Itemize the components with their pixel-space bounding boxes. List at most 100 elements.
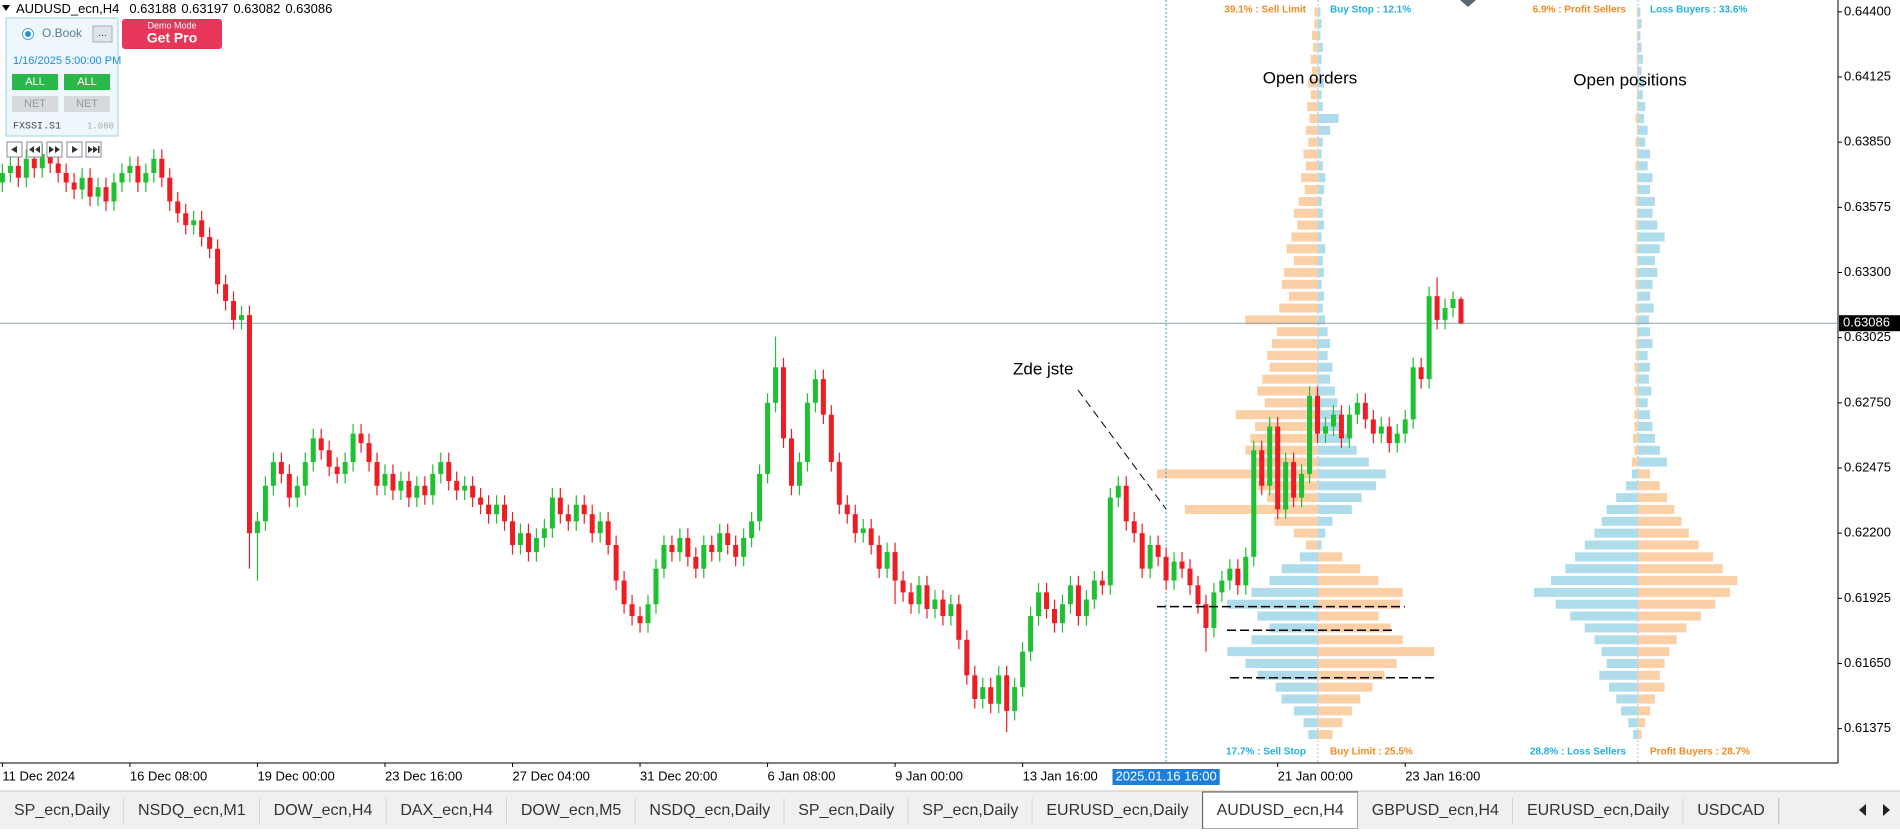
candle-body (1346, 414, 1352, 439)
candle-body (1370, 419, 1376, 434)
profile-bar (1608, 682, 1638, 692)
candle-body (661, 545, 667, 569)
y-tick-label: 0.61650 (1844, 655, 1891, 670)
profile-bar (1299, 552, 1318, 562)
profile-bar (1638, 42, 1642, 52)
candle-body (1195, 585, 1201, 605)
candle-body (1307, 395, 1313, 474)
tab[interactable]: SP_ecn,Daily (0, 792, 125, 829)
candle-body (175, 201, 181, 214)
radio-dot (25, 31, 31, 37)
candle-body (749, 521, 755, 538)
profile-bar (1235, 410, 1318, 420)
profile-bar (1565, 564, 1638, 574)
tab-scroll-right[interactable] (1883, 804, 1890, 816)
profile-bar (1638, 564, 1723, 574)
candle-body (693, 556, 699, 569)
candle-body (87, 177, 93, 197)
profile-bar (1311, 66, 1318, 76)
candle-body (796, 462, 802, 486)
profile-bar (1293, 208, 1318, 218)
button[interactable] (64, 96, 110, 112)
profile-bar (1245, 445, 1318, 455)
x-tick-label: 23 Dec 16:00 (385, 768, 462, 783)
profile-bar (1636, 31, 1638, 41)
tab[interactable]: EURUSD_ecn,Daily (1512, 792, 1684, 829)
tab[interactable]: SP_ecn,Daily (784, 792, 909, 829)
cursor-label-bg (1112, 769, 1220, 785)
profile-bar (1638, 196, 1655, 206)
x-tick-label: 23 Jan 16:00 (1405, 768, 1480, 783)
tab[interactable]: USDCAD (1683, 792, 1780, 829)
candle-body (1203, 604, 1209, 628)
tab[interactable]: GBPUSD_ecn,H4 (1357, 792, 1514, 829)
profile-bar (1311, 31, 1318, 41)
profile-bar (1318, 350, 1328, 360)
tab[interactable]: NSDQ_ecn,Daily (635, 792, 785, 829)
profile-bar (1269, 362, 1318, 372)
profile-bar (1318, 362, 1333, 372)
profile-bar (1318, 469, 1386, 479)
candle-body (900, 580, 906, 593)
candle-body (653, 568, 659, 605)
profile-bar (1318, 694, 1361, 704)
candle-body (645, 604, 651, 624)
candle-body (1155, 545, 1161, 557)
tab[interactable]: DOW_ecn,H4 (259, 792, 387, 829)
candle-body (517, 533, 523, 545)
tab[interactable]: SP_ecn,Daily (908, 792, 1033, 829)
tab[interactable]: DAX_ecn,H4 (386, 792, 508, 829)
profile-bar (1308, 78, 1318, 88)
profile-bar (1286, 244, 1318, 254)
tab-bg (635, 792, 785, 829)
menu-button[interactable] (92, 25, 113, 43)
profile-bar (1634, 362, 1638, 372)
button[interactable] (64, 74, 110, 90)
profile-bar (1635, 398, 1638, 408)
menu-arrow[interactable] (2, 5, 10, 11)
x-tick-label: 9 Jan 00:00 (895, 768, 963, 783)
tab[interactable]: NSDQ_ecn,M1 (124, 792, 261, 829)
profile-bar (1318, 339, 1331, 349)
profile-bar (1616, 493, 1638, 503)
candle-body (972, 675, 978, 700)
candle-body (79, 177, 85, 190)
profile-bar (1255, 422, 1318, 432)
candle-body (0, 172, 5, 183)
tab-bg (259, 792, 387, 829)
nav-button[interactable] (26, 141, 43, 158)
button[interactable] (12, 96, 58, 112)
profile-bar (1635, 350, 1638, 360)
profile-bar (1318, 706, 1352, 716)
y-tick-label: 0.63850 (1844, 134, 1891, 149)
candle-body (183, 213, 189, 226)
tab[interactable]: EURUSD_ecn,Daily (1032, 792, 1204, 829)
profile-bar (1636, 185, 1638, 195)
annotation: Zde jste (1013, 359, 1073, 378)
profile-bar (1318, 208, 1323, 218)
profile-bar (1318, 19, 1322, 29)
button[interactable] (12, 74, 58, 90)
profile-bar (1638, 516, 1682, 526)
tab[interactable]: AUDUSD_ecn,H4 (1202, 791, 1359, 830)
tab-bg (0, 792, 125, 829)
candle-body (541, 528, 547, 538)
candle-body (757, 473, 763, 522)
nav-button[interactable] (46, 141, 63, 158)
profile-bar (1575, 552, 1638, 562)
tab-scroll-left[interactable] (1859, 804, 1866, 816)
icon (88, 146, 100, 153)
profile-bar (1638, 457, 1668, 467)
candle-body (1211, 592, 1217, 628)
profile-bar (1318, 137, 1323, 147)
profile-bar (1314, 7, 1318, 17)
tab[interactable]: DOW_ecn,M5 (506, 792, 636, 829)
candle-body (127, 165, 133, 173)
candle-body (1410, 367, 1416, 420)
profile-bar (1318, 658, 1397, 668)
tab-bg (1032, 792, 1203, 829)
get-pro-button[interactable] (122, 19, 222, 49)
candle-body (95, 187, 101, 197)
profile-bar (1307, 102, 1318, 112)
profile-bar (1628, 718, 1638, 728)
